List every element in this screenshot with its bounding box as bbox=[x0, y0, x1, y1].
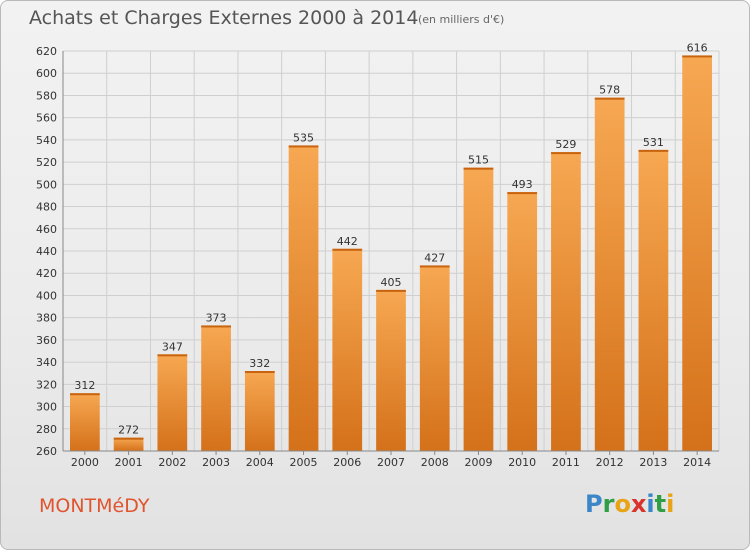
y-tick-label: 300 bbox=[36, 401, 57, 414]
x-tick-label: 2006 bbox=[333, 456, 361, 469]
bar-top-edge bbox=[638, 149, 669, 152]
bar-top-edge bbox=[157, 354, 188, 357]
x-tick-label: 2001 bbox=[115, 456, 143, 469]
y-tick-label: 560 bbox=[36, 112, 57, 125]
bar-top-edge bbox=[507, 192, 538, 195]
x-tick-label: 2011 bbox=[552, 456, 580, 469]
bar-value-label: 442 bbox=[337, 235, 358, 248]
y-tick-label: 400 bbox=[36, 289, 57, 302]
bar-2009 bbox=[463, 167, 494, 451]
logo-letter: x bbox=[630, 490, 647, 518]
y-tick-label: 520 bbox=[36, 156, 57, 169]
bar-2008 bbox=[419, 265, 450, 451]
bar-top-edge bbox=[376, 289, 406, 292]
chart-title: Achats et Charges Externes 2000 à 2014 bbox=[29, 7, 419, 29]
bar-2013 bbox=[638, 149, 669, 451]
bar-2010 bbox=[507, 192, 538, 451]
bar-top-edge bbox=[113, 437, 144, 440]
logo-letter: t bbox=[654, 490, 667, 518]
bar-value-label: 272 bbox=[118, 424, 139, 437]
y-tick-label: 320 bbox=[36, 378, 57, 391]
x-tick-label: 2004 bbox=[246, 456, 274, 469]
bar-2003 bbox=[201, 325, 231, 451]
bar-value-label: 312 bbox=[74, 379, 95, 392]
bar-value-label: 405 bbox=[381, 276, 402, 289]
y-tick-label: 280 bbox=[36, 423, 57, 436]
x-tick-label: 2005 bbox=[290, 456, 318, 469]
logo-letter: i bbox=[646, 490, 655, 518]
bar-value-label: 616 bbox=[687, 41, 708, 54]
bar-top-edge bbox=[419, 265, 450, 268]
logo-letter: P bbox=[585, 490, 603, 518]
bar-value-label: 529 bbox=[555, 138, 576, 151]
x-tick-label: 2008 bbox=[421, 456, 449, 469]
bar-value-label: 347 bbox=[162, 340, 183, 353]
y-tick-label: 260 bbox=[36, 445, 57, 458]
x-tick-label: 2002 bbox=[158, 456, 186, 469]
x-tick-label: 2009 bbox=[464, 456, 492, 469]
y-tick-label: 620 bbox=[36, 45, 57, 58]
bar-2000 bbox=[69, 393, 100, 451]
bar-top-edge bbox=[682, 55, 713, 58]
bar-2005 bbox=[288, 145, 319, 451]
bar-top-edge bbox=[594, 97, 625, 100]
x-tick-label: 2000 bbox=[71, 456, 99, 469]
bar-top-edge bbox=[244, 371, 275, 373]
bar-2006 bbox=[332, 248, 363, 451]
y-tick-label: 600 bbox=[36, 67, 57, 80]
y-tick-label: 340 bbox=[36, 356, 57, 369]
proxiti-logo: Proxiti bbox=[585, 490, 674, 518]
bar-value-label: 373 bbox=[206, 311, 227, 324]
x-tick-label: 2014 bbox=[683, 456, 711, 469]
y-tick-label: 420 bbox=[36, 267, 57, 280]
bar-2011 bbox=[551, 152, 581, 451]
bar-2012 bbox=[594, 97, 625, 452]
bar-value-label: 531 bbox=[643, 136, 664, 149]
bar-2002 bbox=[157, 354, 188, 451]
logo-letter: o bbox=[614, 490, 631, 518]
y-tick-label: 580 bbox=[36, 89, 57, 102]
bar-top-edge bbox=[551, 152, 581, 155]
x-tick-label: 2010 bbox=[508, 456, 536, 469]
bar-top-edge bbox=[463, 167, 494, 170]
y-tick-label: 500 bbox=[36, 178, 57, 191]
bar-top-edge bbox=[332, 248, 363, 251]
bar-value-label: 332 bbox=[249, 357, 270, 370]
bar-top-edge bbox=[201, 325, 231, 328]
x-tick-label: 2007 bbox=[377, 456, 405, 469]
x-tick-label: 2003 bbox=[202, 456, 230, 469]
bar-value-label: 427 bbox=[424, 251, 445, 264]
commune-name: MONTMéDY bbox=[39, 495, 150, 517]
bar-value-label: 493 bbox=[512, 178, 533, 191]
bar-value-label: 515 bbox=[468, 154, 489, 167]
y-tick-label: 440 bbox=[36, 245, 57, 258]
bar-value-label: 535 bbox=[293, 131, 314, 144]
bars: 312 272 347 373 332 535 442 405 427 515 493 529 578 5… bbox=[69, 41, 713, 452]
y-tick-label: 360 bbox=[36, 334, 57, 347]
chart-unit: (en milliers d'€) bbox=[418, 13, 505, 26]
bar-2007 bbox=[376, 289, 406, 451]
axes: 260 280 300 320 340 360 380 400 420 440 460 480 500 5… bbox=[36, 45, 719, 469]
bar-top-edge bbox=[69, 393, 100, 396]
y-tick-label: 380 bbox=[36, 312, 57, 325]
bar-2001 bbox=[113, 437, 144, 451]
x-tick-label: 2013 bbox=[639, 456, 667, 469]
y-tick-label: 460 bbox=[36, 223, 57, 236]
logo-letter: i bbox=[666, 490, 675, 518]
x-tick-label: 2012 bbox=[596, 456, 624, 469]
bar-top-edge bbox=[288, 145, 319, 148]
bar-2014 bbox=[682, 55, 713, 451]
logo-letter: r bbox=[602, 490, 615, 518]
y-tick-label: 540 bbox=[36, 134, 57, 147]
bar-value-label: 578 bbox=[599, 84, 620, 97]
bar-2004 bbox=[244, 371, 275, 451]
y-tick-label: 480 bbox=[36, 201, 57, 214]
